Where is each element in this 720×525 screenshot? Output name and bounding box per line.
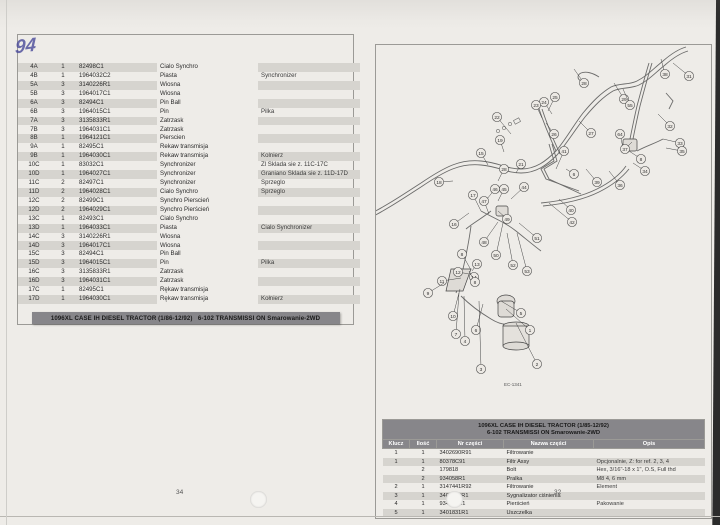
svg-text:44: 44 [521, 185, 527, 191]
svg-text:46: 46 [492, 187, 498, 193]
svg-text:5: 5 [520, 311, 523, 317]
svg-text:28: 28 [501, 167, 507, 173]
svg-text:21: 21 [518, 162, 524, 168]
svg-text:26: 26 [551, 132, 557, 138]
svg-text:8: 8 [640, 157, 643, 163]
svg-text:53: 53 [524, 269, 530, 275]
svg-text:28: 28 [581, 81, 587, 87]
svg-text:8: 8 [461, 252, 464, 258]
svg-text:45: 45 [501, 187, 507, 193]
svg-text:9: 9 [427, 291, 430, 297]
svg-text:36: 36 [617, 183, 623, 189]
svg-text:48: 48 [481, 240, 487, 246]
svg-text:50: 50 [493, 253, 499, 259]
svg-text:31: 31 [686, 74, 692, 80]
svg-text:7: 7 [455, 332, 458, 338]
svg-text:25: 25 [552, 95, 558, 101]
svg-text:40: 40 [568, 208, 574, 214]
svg-text:27: 27 [588, 131, 594, 137]
svg-text:34: 34 [642, 169, 648, 175]
svg-text:16: 16 [451, 222, 457, 228]
svg-text:38: 38 [662, 72, 668, 78]
svg-text:52: 52 [510, 263, 516, 269]
svg-text:2: 2 [536, 362, 539, 368]
svg-text:35: 35 [679, 149, 685, 155]
svg-text:15: 15 [478, 151, 484, 157]
svg-text:24: 24 [541, 100, 547, 106]
svg-text:22: 22 [494, 115, 500, 121]
svg-text:6: 6 [475, 328, 478, 334]
svg-text:3: 3 [480, 367, 483, 373]
svg-text:1: 1 [529, 328, 532, 334]
svg-text:51: 51 [534, 236, 540, 242]
svg-text:33: 33 [677, 141, 683, 147]
svg-text:8: 8 [474, 280, 477, 286]
svg-text:37: 37 [622, 147, 628, 153]
svg-text:17: 17 [470, 193, 476, 199]
svg-text:12: 12 [455, 270, 461, 276]
svg-text:10: 10 [450, 314, 456, 320]
svg-text:64: 64 [617, 132, 623, 138]
svg-text:19: 19 [497, 138, 503, 144]
svg-text:29: 29 [621, 97, 627, 103]
svg-text:49: 49 [504, 217, 510, 223]
svg-text:39: 39 [594, 180, 600, 186]
svg-text:23: 23 [533, 103, 539, 109]
svg-text:47: 47 [481, 199, 487, 205]
svg-text:41: 41 [561, 149, 567, 155]
svg-text:4: 4 [464, 339, 467, 345]
svg-text:18: 18 [436, 180, 442, 186]
svg-text:13: 13 [474, 262, 480, 268]
svg-text:6: 6 [573, 172, 576, 178]
svg-text:32: 32 [667, 124, 673, 130]
svg-text:42: 42 [569, 220, 575, 226]
svg-text:55: 55 [627, 103, 633, 109]
